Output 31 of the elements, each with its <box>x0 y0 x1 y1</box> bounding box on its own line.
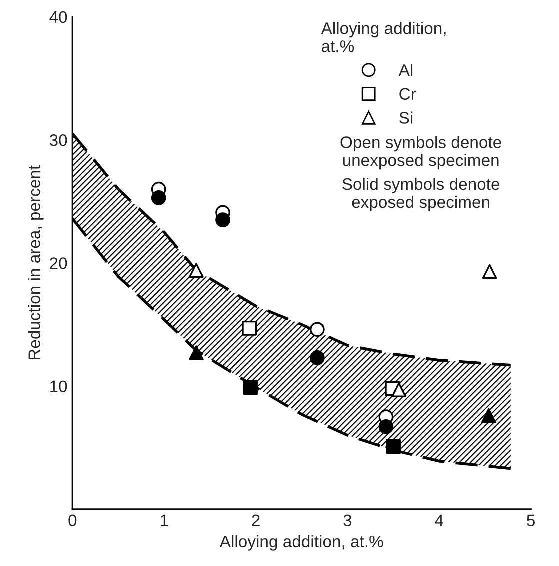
y-axis-title: Reduction in area, percent <box>28 166 44 360</box>
point <box>216 212 230 228</box>
point <box>189 263 204 278</box>
point <box>189 346 204 360</box>
point <box>386 439 401 454</box>
point <box>392 382 406 398</box>
y-tick-label: 40 <box>50 11 68 24</box>
annotation: Solid symbols denote exposed specimen <box>342 178 500 212</box>
point <box>242 321 258 336</box>
x-tick-label: 5 <box>527 514 535 527</box>
point <box>378 419 394 434</box>
x-axis-title: Alloying addition, at.% <box>220 535 384 551</box>
y-tick-label: 10 <box>50 380 68 392</box>
point <box>310 322 325 338</box>
point <box>151 190 166 206</box>
legend-label: Si <box>400 112 413 124</box>
y-tick-label: 20 <box>50 258 68 270</box>
x-tick-label: 0 <box>68 514 77 527</box>
legend-label: Cr <box>400 88 416 100</box>
x-tick-label: 2 <box>252 514 260 526</box>
point <box>482 264 498 280</box>
x-tick-label: 3 <box>344 514 352 527</box>
point <box>243 380 258 395</box>
x-tick-label: 4 <box>435 514 444 526</box>
x-tick-label: 1 <box>160 514 168 526</box>
legend-label: Al <box>398 64 413 76</box>
legend-title: Alloying addition, at.% <box>321 22 446 52</box>
y-tick-label: 30 <box>50 134 68 146</box>
annotation: Open symbols denote unexposed specimen <box>340 136 502 170</box>
point <box>481 408 496 424</box>
point <box>310 350 325 366</box>
